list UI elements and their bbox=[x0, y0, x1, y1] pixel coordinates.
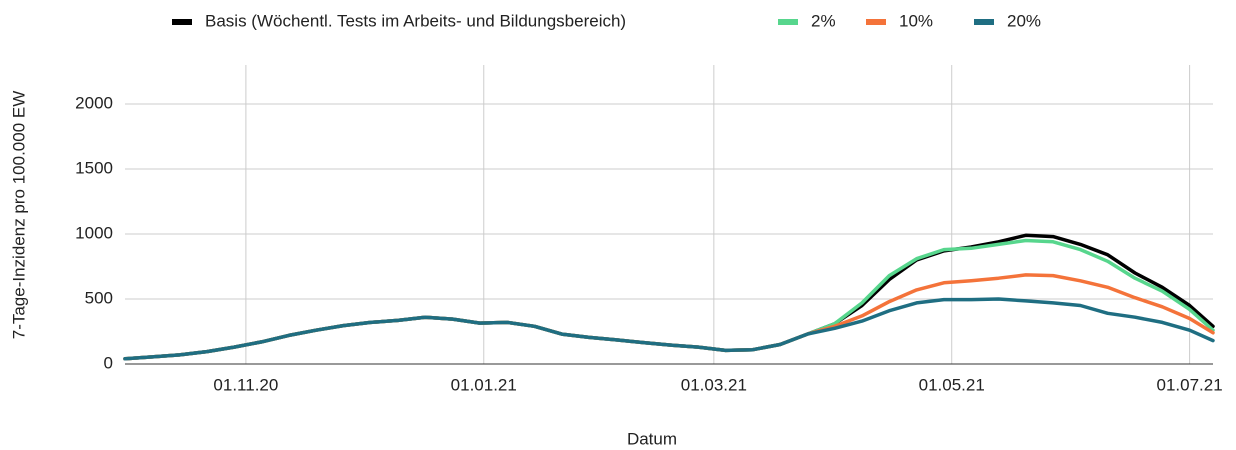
legend-label: 10% bbox=[899, 11, 933, 30]
series-line bbox=[123, 233, 1215, 361]
series-line bbox=[123, 238, 1215, 361]
x-tick-label: 01.03.21 bbox=[681, 375, 747, 394]
legend-label: 2% bbox=[811, 11, 836, 30]
x-tick-label: 01.07.21 bbox=[1157, 375, 1223, 394]
x-tick-label: 01.11.20 bbox=[213, 375, 278, 394]
y-tick-label: 1000 bbox=[75, 223, 113, 242]
legend-label: Basis (Wöchentl. Tests im Arbeits- und B… bbox=[205, 11, 626, 30]
y-tick-label: 2000 bbox=[75, 93, 113, 112]
y-axis-title: 7-Tage-Inzidenz pro 100.000 EW bbox=[9, 91, 28, 340]
x-tick-label: 01.05.21 bbox=[919, 375, 985, 394]
y-tick-label: 500 bbox=[85, 288, 113, 307]
y-tick-label: 1500 bbox=[75, 158, 113, 177]
legend-swatch bbox=[866, 19, 886, 25]
x-tick-label: 01.01.21 bbox=[451, 375, 517, 394]
legend-label: 20% bbox=[1007, 11, 1041, 30]
legend-swatch bbox=[778, 19, 798, 25]
legend-swatch bbox=[172, 19, 192, 25]
y-tick-label: 0 bbox=[104, 353, 113, 372]
series-line bbox=[123, 297, 1215, 361]
legend-swatch bbox=[974, 19, 994, 25]
x-axis-title: Datum bbox=[627, 429, 677, 448]
